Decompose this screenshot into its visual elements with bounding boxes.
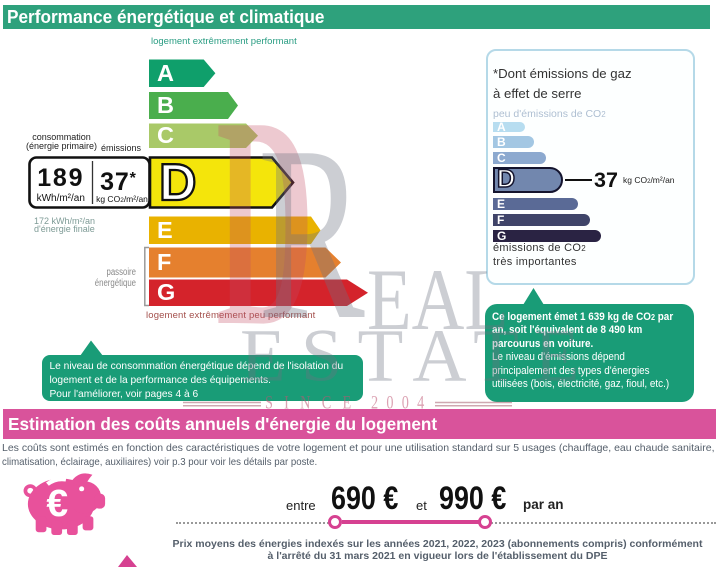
- svg-text:EAL: EAL: [367, 252, 509, 349]
- svg-text:D: D: [216, 53, 314, 388]
- svg-text:SINCE: SINCE: [265, 392, 362, 413]
- svg-text:€: €: [46, 483, 68, 525]
- svg-text:R: R: [258, 95, 365, 371]
- svg-text:ESTATE: ESTATE: [240, 315, 595, 398]
- svg-text:2004: 2004: [371, 392, 432, 413]
